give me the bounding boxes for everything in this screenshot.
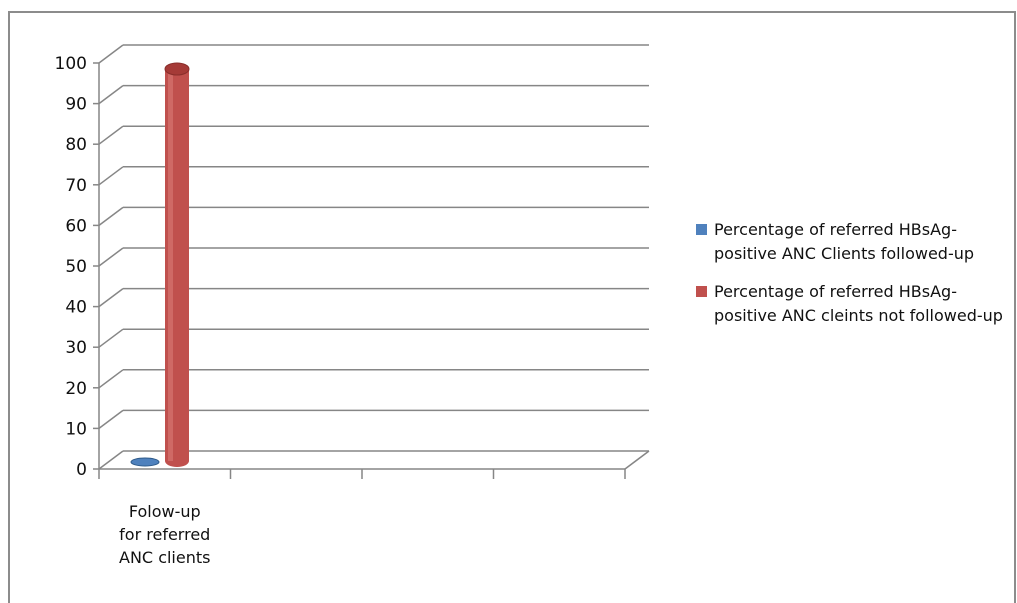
label-layer: 0 10 20 30 40 50 60 70 80 90 100 Folow-up for referr… — [55, 54, 211, 567]
chart-border — [8, 11, 1016, 603]
category-label: Folow-up for referred ANC clients — [119, 502, 210, 567]
category-label-line-0: Folow-up — [129, 502, 201, 521]
legend-label-followed: Percentage of referred HBsAg-positive AN… — [714, 220, 975, 263]
y-tick-label-0: 0 — [76, 460, 87, 480]
gridline-depth-30 — [98, 328, 124, 348]
gridline-depth-50 — [98, 247, 124, 267]
y-tick-label-10: 10 — [65, 419, 87, 439]
gridline-depth-20 — [98, 369, 124, 389]
gridline-depth-90 — [98, 84, 124, 105]
legend-swatch-not-followed — [696, 286, 707, 297]
grid-layer — [98, 44, 649, 470]
floor-side-line — [624, 450, 650, 470]
y-tick-label-60: 60 — [65, 216, 87, 236]
bar-1-highlight — [168, 69, 173, 461]
legend-label-not-followed: Percentage of referred HBsAg-positive AN… — [714, 282, 1003, 325]
bar-0-base — [130, 457, 160, 467]
gridline-depth-0 — [98, 450, 124, 470]
y-tick-label-20: 20 — [65, 379, 87, 399]
bar-1 — [164, 62, 190, 467]
y-tick-label-90: 90 — [65, 95, 87, 115]
gridline-depth-60 — [98, 206, 124, 226]
bar-layer — [130, 62, 190, 467]
bar-1-top — [164, 62, 190, 76]
category-label-line-2: ANC clients — [119, 548, 210, 567]
category-label-line-1: for referred — [119, 525, 210, 544]
y-tick-label-40: 40 — [65, 298, 87, 318]
y-tick-label-100: 100 — [55, 54, 87, 74]
gridline-depth-10 — [98, 409, 124, 429]
gridline-depth-70 — [98, 166, 124, 186]
legend-swatch-followed — [696, 224, 707, 235]
y-tick-label-70: 70 — [65, 176, 87, 196]
y-tick-label-50: 50 — [65, 257, 87, 277]
legend-item-not-followed: Percentage of referred HBsAg-positive AN… — [696, 280, 1012, 328]
legend-item-followed: Percentage of referred HBsAg-positive AN… — [696, 218, 1012, 266]
y-tick-label-80: 80 — [65, 135, 87, 155]
axis-layer — [93, 62, 650, 479]
gridline-depth-100 — [98, 44, 124, 64]
y-tick-label-30: 30 — [65, 338, 87, 358]
gridline-depth-40 — [98, 288, 124, 308]
gridline-depth-80 — [98, 125, 124, 145]
legend: Percentage of referred HBsAg-positive AN… — [696, 218, 1012, 342]
